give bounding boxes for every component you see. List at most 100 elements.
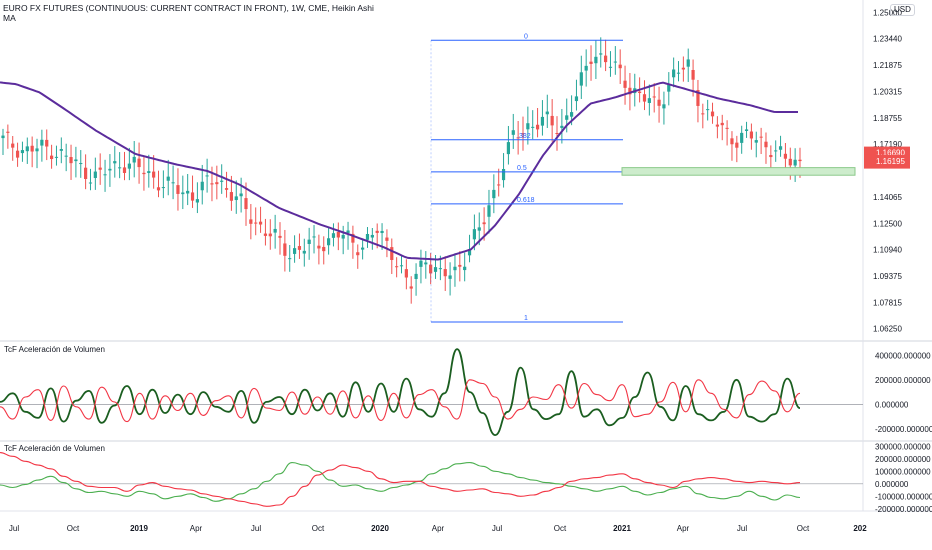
- time-tick-label: Oct: [312, 524, 325, 533]
- candle-body: [336, 231, 340, 238]
- candle-body: [759, 136, 763, 138]
- candle-body: [200, 181, 204, 191]
- price-pane[interactable]: 0 .382 0.5 0.618 1: [0, 33, 856, 323]
- candle-body: [365, 233, 370, 240]
- candle-body: [443, 269, 447, 277]
- fibonacci-retracement[interactable]: 0 .382 0.5 0.618 1: [430, 33, 623, 323]
- candle-body: [399, 265, 404, 267]
- candle-body: [268, 233, 272, 237]
- time-tick-label: 2020: [371, 524, 389, 533]
- candle-body: [657, 99, 661, 106]
- price-tick-label: 1.21875: [873, 61, 902, 70]
- candle-body: [686, 59, 690, 67]
- candle-body: [69, 157, 73, 164]
- grid-lines: [0, 0, 932, 512]
- candle-body: [433, 267, 438, 272]
- candle-body: [74, 159, 78, 162]
- candle-body: [229, 192, 234, 201]
- candle-body: [156, 187, 161, 191]
- candle-body: [740, 132, 744, 143]
- candle-body: [798, 159, 802, 162]
- oscillator-tick-label: 400000.000000: [875, 351, 931, 360]
- time-tick-label: Oct: [554, 524, 567, 533]
- candle-body: [652, 96, 656, 98]
- candle-body: [254, 222, 258, 224]
- candle-body: [565, 115, 569, 120]
- candle-body: [667, 84, 671, 92]
- candle-body: [263, 233, 268, 236]
- candle-body: [681, 67, 685, 70]
- candle-body: [390, 247, 394, 260]
- time-tick-label: Oct: [797, 524, 810, 533]
- candle-body: [769, 155, 773, 158]
- ma-line: [0, 81, 798, 261]
- candle-body: [210, 183, 214, 185]
- candle-body: [35, 148, 39, 152]
- candle-body: [560, 125, 564, 128]
- candle-body: [672, 69, 676, 78]
- time-tick-label: Jul: [251, 524, 261, 533]
- candle-body: [292, 248, 297, 254]
- candle-body: [749, 131, 754, 139]
- chart-title: EURO FX FUTURES (CONTINUOUS: CURRENT CON…: [3, 3, 374, 13]
- candle-body: [195, 199, 199, 203]
- price-tick-label: 1.25000: [873, 8, 902, 17]
- low-price-box: [864, 154, 910, 166]
- price-tick-label: 1.10940: [873, 246, 902, 255]
- candle-body: [472, 229, 476, 240]
- candle-body: [774, 150, 778, 152]
- fib-level-label: 0: [524, 33, 528, 40]
- candle-body: [744, 129, 749, 131]
- candle-body: [409, 286, 413, 289]
- candle-body: [497, 184, 501, 186]
- support-zone[interactable]: [621, 167, 856, 176]
- candle-body: [438, 268, 442, 270]
- candle-body: [30, 145, 34, 152]
- candle-body: [429, 264, 433, 274]
- oscillator-series-line: [0, 348, 801, 437]
- candle-body: [118, 167, 122, 169]
- candle-body: [356, 252, 360, 256]
- candle-body: [448, 275, 452, 279]
- fib-level-label: .382: [517, 133, 531, 140]
- oscillator-tick-label: 300000.000000: [875, 442, 931, 451]
- fib-level-label: 1: [524, 315, 528, 322]
- oscillator-title: TcF Aceleración de Volumen: [4, 345, 105, 354]
- candle-body: [458, 264, 462, 267]
- candle-body: [108, 168, 112, 171]
- candle-body: [312, 236, 316, 238]
- candle-body: [754, 140, 758, 143]
- candle-body: [701, 113, 705, 115]
- candle-body: [122, 167, 127, 173]
- candle-body: [152, 171, 156, 178]
- candle-body: [283, 243, 287, 256]
- candle-body: [618, 64, 622, 69]
- candle-body: [186, 190, 190, 194]
- price-labels: 1.1669008:00:591.16195: [864, 146, 910, 169]
- candle-body: [137, 158, 141, 168]
- oscillator-tick-label: 200000.000000: [875, 455, 931, 464]
- candle-body: [623, 80, 627, 88]
- oscillator-series-line: [0, 462, 801, 502]
- candle-body: [550, 115, 554, 126]
- currency-badge[interactable]: USD: [890, 4, 915, 16]
- candle-body: [161, 187, 165, 189]
- candle-body: [662, 104, 666, 109]
- candle-body: [735, 142, 739, 148]
- candle-body: [351, 233, 355, 243]
- candle-body: [15, 150, 20, 158]
- candle-body: [142, 172, 146, 175]
- candle-body: [793, 159, 797, 166]
- candle-body: [730, 138, 734, 145]
- time-axis[interactable]: Jul Oct 2019 Apr Jul Oct 2020 Apr Jul Oct 2021 Apr J…: [9, 524, 867, 533]
- oscillator-pane-2[interactable]: 300000.000000 200000.000000 100000.000000 0…: [0, 442, 932, 514]
- price-axis[interactable]: 1.25000 1.23440 1.21875 1.20315 1.18755 1.171…: [873, 8, 902, 333]
- candle-body: [613, 61, 617, 63]
- oscillator-pane-1[interactable]: 400000.000000 200000.000000 0.000000 -20000…: [0, 345, 932, 437]
- candle-body: [288, 258, 292, 260]
- candle-body: [594, 56, 598, 64]
- candle-body: [317, 245, 321, 249]
- candle-body: [297, 246, 302, 250]
- candle-body: [176, 185, 180, 194]
